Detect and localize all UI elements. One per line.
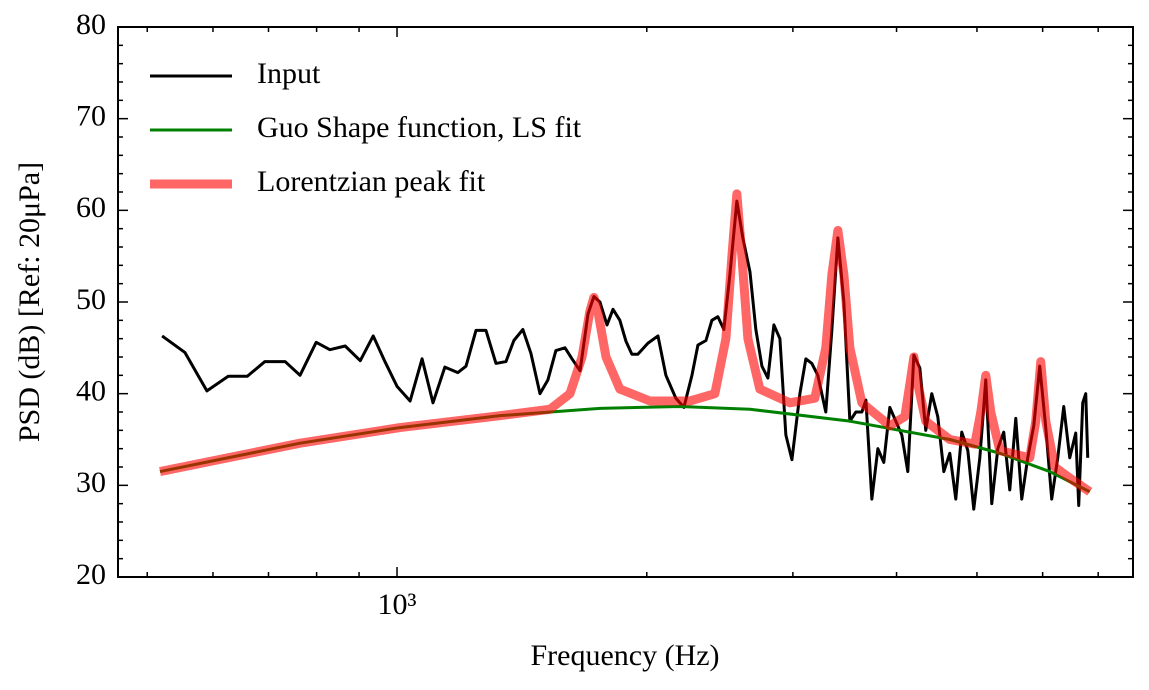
y-tick-label: 70 xyxy=(76,100,106,133)
legend-label: Guo Shape function, LS fit xyxy=(257,111,582,144)
x-axis-label: Frequency (Hz) xyxy=(530,639,719,672)
y-tick-label: 40 xyxy=(76,375,106,408)
y-axis-label: PSD (dB) [Ref: 20μPa] xyxy=(13,162,46,442)
series-line xyxy=(159,189,1093,496)
y-tick-label: 50 xyxy=(76,283,106,316)
legend-label: Lorentzian peak fit xyxy=(257,165,486,198)
series-line xyxy=(161,199,1090,511)
x-tick-label: 10³ xyxy=(378,588,417,621)
series-line xyxy=(159,405,1091,494)
y-tick-label: 20 xyxy=(76,558,106,591)
y-tick-label: 80 xyxy=(76,8,106,41)
legend-label: Input xyxy=(257,57,321,90)
plot-frame xyxy=(117,26,1134,578)
y-tick-label: 60 xyxy=(76,191,106,224)
y-tick-label: 30 xyxy=(76,466,106,499)
